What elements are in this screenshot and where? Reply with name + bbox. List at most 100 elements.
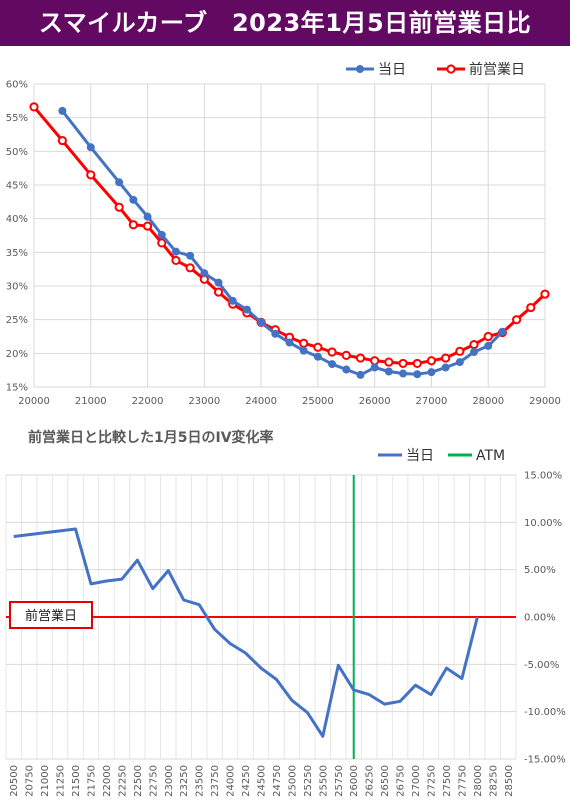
data-point-today bbox=[356, 370, 365, 379]
x-tick-label: 25250 bbox=[303, 765, 314, 797]
data-point-today bbox=[328, 360, 337, 369]
data-point-today bbox=[484, 341, 493, 350]
y-axis-ticks: 15% 20% 25% 30% 35% 40% 45% 50% 55% 60% bbox=[6, 80, 28, 394]
data-point-prev-day bbox=[426, 356, 437, 366]
data-point-prev-day bbox=[157, 238, 167, 248]
data-point-prev-day bbox=[540, 289, 550, 299]
x-tick-label: 27750 bbox=[457, 765, 468, 797]
x-tick-label: 22500 bbox=[133, 765, 144, 797]
data-point-today bbox=[441, 363, 450, 372]
x-tick-label: 28000 bbox=[473, 765, 484, 797]
x-tick-label: 20500 bbox=[9, 765, 20, 797]
data-point-prev-day bbox=[128, 220, 138, 230]
data-point-today bbox=[157, 230, 166, 239]
data-point-prev-day bbox=[185, 263, 195, 273]
x-tick-label: 23000 bbox=[188, 396, 220, 407]
y-tick-label: 40% bbox=[6, 214, 28, 225]
iv-change-chart: 前営業日と比較した1月5日のIV変化率 15.00% 10.00% 5.00% 0.0… bbox=[0, 418, 570, 803]
x-tick-label: 22750 bbox=[148, 765, 159, 797]
data-point-prev-day bbox=[384, 357, 394, 367]
y-tick-label: -10.00% bbox=[524, 707, 566, 718]
x-tick-label: 27250 bbox=[427, 765, 438, 797]
y-tick-label: 10.00% bbox=[524, 518, 562, 529]
x-tick-label: 26250 bbox=[365, 765, 376, 797]
data-point-prev-day bbox=[412, 358, 422, 369]
x-axis-ticks: 20500 20750 21000 21250 21500 21750 22000 22250… bbox=[9, 765, 515, 797]
data-point-prev-day bbox=[57, 135, 67, 146]
y-tick-label: 15% bbox=[6, 383, 28, 394]
series-line-today bbox=[61, 109, 504, 377]
legend-label: 前営業日 bbox=[469, 61, 525, 78]
x-tick-label: 26000 bbox=[349, 765, 360, 797]
series-line-prev-day bbox=[32, 105, 547, 365]
data-point-prev-day bbox=[142, 221, 153, 231]
legend: 当日 前営業日 bbox=[346, 61, 525, 78]
data-point-today bbox=[257, 318, 266, 327]
data-point-today bbox=[58, 106, 67, 115]
x-tick-label: 22250 bbox=[117, 765, 128, 797]
data-point-prev-day bbox=[441, 353, 451, 363]
x-tick-label: 22000 bbox=[132, 396, 164, 407]
legend-label: 当日 bbox=[406, 448, 434, 464]
data-point-today bbox=[186, 251, 195, 260]
x-tick-label: 24000 bbox=[245, 396, 277, 407]
x-tick-label: 24250 bbox=[241, 765, 252, 797]
data-point-prev-day bbox=[455, 346, 465, 356]
data-point-prev-day bbox=[313, 342, 323, 352]
data-point-today bbox=[171, 247, 180, 256]
x-tick-label: 25000 bbox=[287, 765, 298, 797]
y-tick-label: 55% bbox=[6, 113, 28, 124]
y-tick-label: 20% bbox=[6, 349, 28, 360]
data-point-prev-day bbox=[355, 353, 366, 363]
iv-change-svg: 前営業日と比較した1月5日のIV変化率 15.00% 10.00% 5.00% 0.0… bbox=[5, 429, 566, 797]
x-tick-label: 25000 bbox=[302, 396, 334, 407]
smile-curve-chart: 15% 20% 25% 30% 35% 40% 45% 50% 55% 60% 20000 2100… bbox=[0, 46, 570, 418]
x-tick-label: 26750 bbox=[396, 765, 407, 797]
x-tick-label: 21000 bbox=[75, 396, 107, 407]
data-point-prev-day bbox=[483, 331, 493, 342]
data-point-today bbox=[427, 368, 436, 377]
y-tick-label: 50% bbox=[6, 147, 28, 158]
data-point-prev-day bbox=[512, 315, 522, 325]
data-point-prev-day bbox=[171, 255, 181, 266]
y-tick-label: 15.00% bbox=[524, 471, 562, 482]
x-axis-ticks: 20000 21000 22000 23000 24000 25000 26000 27000… bbox=[18, 396, 561, 407]
y-tick-label: 25% bbox=[6, 315, 28, 326]
data-point-today bbox=[413, 370, 422, 379]
x-tick-label: 25750 bbox=[334, 765, 345, 797]
data-point-prev-day bbox=[299, 338, 309, 348]
data-point-today bbox=[299, 346, 308, 355]
x-tick-label: 26000 bbox=[359, 396, 391, 407]
x-tick-label: 26500 bbox=[380, 765, 391, 797]
data-point-today bbox=[498, 327, 507, 336]
x-tick-label: 21000 bbox=[40, 765, 51, 797]
data-point-today bbox=[143, 212, 152, 221]
data-point-today bbox=[370, 363, 379, 372]
y-tick-label: 5.00% bbox=[524, 565, 556, 576]
baseline-label-box bbox=[9, 601, 93, 629]
y-tick-label: -15.00% bbox=[524, 755, 566, 766]
data-point-today bbox=[470, 347, 479, 356]
data-point-today bbox=[242, 305, 251, 314]
data-point-prev-day bbox=[114, 202, 124, 212]
legend-marker bbox=[356, 65, 364, 73]
x-tick-label: 23500 bbox=[195, 765, 206, 797]
x-tick-label: 21250 bbox=[56, 765, 67, 797]
data-point-prev-day bbox=[86, 170, 96, 180]
legend-label: ATM bbox=[476, 448, 505, 464]
data-point-today bbox=[455, 358, 464, 367]
data-point-today bbox=[214, 278, 223, 287]
x-tick-label: 27000 bbox=[416, 396, 448, 407]
data-point-today bbox=[313, 352, 322, 361]
y-tick-label: 60% bbox=[6, 80, 28, 91]
baseline-label: 前営業日 bbox=[25, 608, 77, 624]
smile-curve-svg: 15% 20% 25% 30% 35% 40% 45% 50% 55% 60% 20000 2100… bbox=[6, 61, 561, 407]
x-tick-label: 20000 bbox=[18, 396, 50, 407]
data-point-prev-day bbox=[469, 339, 479, 350]
y-tick-label: 45% bbox=[6, 181, 28, 192]
x-tick-label: 28500 bbox=[504, 765, 515, 797]
data-point-today bbox=[129, 195, 138, 204]
data-point-today bbox=[271, 329, 280, 338]
data-point-today bbox=[200, 269, 209, 278]
x-tick-label: 24500 bbox=[257, 765, 268, 797]
